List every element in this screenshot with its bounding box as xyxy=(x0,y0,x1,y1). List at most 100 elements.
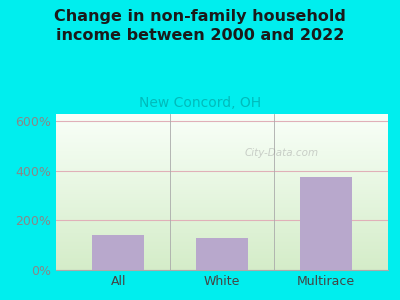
Bar xyxy=(56,125,388,126)
Bar xyxy=(56,161,388,162)
Bar xyxy=(56,263,388,264)
Bar xyxy=(56,245,388,246)
Bar xyxy=(56,227,388,228)
Bar xyxy=(56,229,388,230)
Bar xyxy=(56,250,388,251)
Bar xyxy=(56,237,388,238)
Bar xyxy=(56,148,388,149)
Bar xyxy=(56,187,388,188)
Bar xyxy=(56,173,388,174)
Bar xyxy=(56,231,388,232)
Bar xyxy=(56,130,388,131)
Bar xyxy=(56,140,388,141)
Bar xyxy=(56,188,388,189)
Bar xyxy=(56,244,388,245)
Bar xyxy=(56,195,388,196)
Bar xyxy=(56,196,388,197)
Bar xyxy=(56,158,388,159)
Bar xyxy=(56,241,388,242)
Bar xyxy=(56,162,388,163)
Bar xyxy=(56,211,388,212)
Bar xyxy=(56,171,388,172)
Bar xyxy=(56,249,388,250)
Bar xyxy=(56,238,388,239)
Bar xyxy=(56,214,388,215)
Bar xyxy=(56,146,388,147)
Bar xyxy=(56,220,388,221)
Bar xyxy=(56,207,388,208)
Bar xyxy=(56,129,388,130)
Bar xyxy=(56,155,388,156)
Bar xyxy=(56,269,388,270)
Bar xyxy=(56,192,388,193)
Bar xyxy=(56,156,388,157)
Bar xyxy=(56,139,388,140)
Bar xyxy=(56,194,388,195)
Bar xyxy=(56,184,388,185)
Bar xyxy=(56,266,388,267)
Bar xyxy=(56,202,388,203)
Bar xyxy=(56,143,388,144)
Bar xyxy=(56,222,388,223)
Bar xyxy=(196,238,248,270)
Bar xyxy=(56,180,388,181)
Bar xyxy=(56,219,388,220)
Bar xyxy=(56,228,388,229)
Bar xyxy=(56,135,388,136)
Bar xyxy=(56,157,388,158)
Bar xyxy=(56,234,388,235)
Bar xyxy=(56,246,388,247)
Bar xyxy=(56,165,388,166)
Bar xyxy=(56,226,388,227)
Bar xyxy=(56,122,388,123)
Bar xyxy=(56,152,388,153)
Bar xyxy=(56,261,388,262)
Bar xyxy=(56,242,388,243)
Bar xyxy=(56,166,388,167)
Bar xyxy=(56,174,388,175)
Bar xyxy=(56,264,388,265)
Text: City-Data.com: City-Data.com xyxy=(245,148,319,158)
Bar xyxy=(56,262,388,263)
Bar xyxy=(56,117,388,118)
Bar xyxy=(56,201,388,202)
Bar xyxy=(56,126,388,127)
Bar xyxy=(56,127,388,128)
Bar xyxy=(56,215,388,216)
Bar xyxy=(56,209,388,210)
Bar xyxy=(56,120,388,121)
Bar xyxy=(56,255,388,256)
Bar xyxy=(56,248,388,249)
Bar xyxy=(56,265,388,266)
Bar xyxy=(56,164,388,165)
Bar xyxy=(56,132,388,133)
Bar xyxy=(56,137,388,138)
Bar xyxy=(56,240,388,241)
Bar xyxy=(56,181,388,182)
Bar xyxy=(56,179,388,180)
Bar xyxy=(56,182,388,183)
Bar xyxy=(56,134,388,135)
Bar xyxy=(56,145,388,146)
Text: New Concord, OH: New Concord, OH xyxy=(139,96,261,110)
Bar xyxy=(56,239,388,240)
Bar xyxy=(56,133,388,134)
Bar xyxy=(56,151,388,152)
Bar xyxy=(56,218,388,219)
Bar xyxy=(56,254,388,255)
Bar xyxy=(56,223,388,224)
Bar xyxy=(56,251,388,252)
Bar xyxy=(56,159,388,160)
Bar xyxy=(56,232,388,233)
Bar xyxy=(56,186,388,187)
Bar xyxy=(56,172,388,173)
Bar xyxy=(56,268,388,269)
Bar xyxy=(56,118,388,119)
Bar xyxy=(56,225,388,226)
Bar xyxy=(56,197,388,198)
Bar xyxy=(56,259,388,260)
Bar xyxy=(56,160,388,161)
Bar xyxy=(56,128,388,129)
Bar xyxy=(56,212,388,213)
Bar xyxy=(56,210,388,211)
